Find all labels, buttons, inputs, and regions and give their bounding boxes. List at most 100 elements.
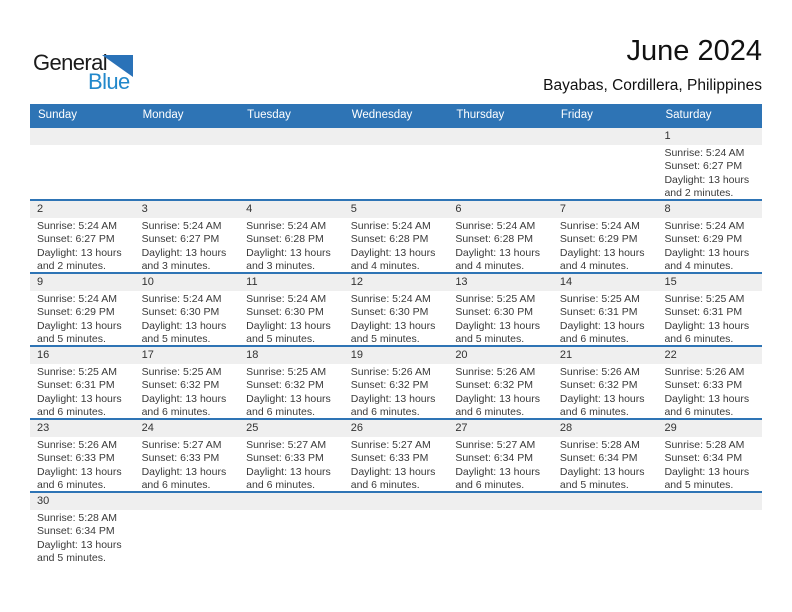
empty-cell	[344, 493, 449, 510]
sunset-text: Sunset: 6:32 PM	[350, 379, 429, 392]
date-number-band: 1	[30, 128, 762, 145]
daylight-text-cont: and 5 minutes.	[141, 333, 211, 345]
daylight-text: Daylight: 13 hours	[37, 465, 122, 478]
daylight-text: Daylight: 13 hours	[246, 319, 331, 332]
week-row: 9 10 11 12 13 14 15 Sunrise: 5:24 AM Sunset: 6:2…	[30, 272, 762, 345]
day-number: 23	[37, 422, 50, 434]
day-cell: Sunrise: 5:25 AM Sunset: 6:31 PM Daylight:…	[30, 364, 135, 418]
day-number: 15	[664, 276, 677, 288]
day-number: 8	[664, 203, 671, 215]
sunset-text: Sunset: 6:33 PM	[37, 452, 115, 465]
day-number: 11	[246, 276, 258, 288]
empty-cell	[135, 128, 240, 145]
day-cell: Sunrise: 5:25 AM Sunset: 6:31 PM Daylight:…	[657, 291, 762, 345]
daylight-text-cont: and 2 minutes.	[664, 187, 734, 199]
daylight-text: Daylight: 13 hours	[664, 392, 750, 405]
weekday-wednesday: Wednesday	[351, 109, 413, 121]
daylight-text-cont: and 6 minutes.	[455, 406, 525, 418]
daylight-text-cont: and 6 minutes.	[664, 406, 734, 418]
sunset-text: Sunset: 6:31 PM	[664, 306, 743, 319]
day-cell: Sunrise: 5:25 AM Sunset: 6:32 PM Daylight:…	[135, 364, 240, 418]
sunrise-text: Sunrise: 5:27 AM	[246, 439, 327, 451]
sunrise-text: Sunrise: 5:26 AM	[455, 366, 536, 378]
day-cell: Sunrise: 5:28 AM Sunset: 6:34 PM Daylight:…	[657, 437, 762, 491]
weekday-saturday: Saturday	[665, 109, 712, 121]
day-details-band: Sunrise: 5:24 AM Sunset: 6:27 PM Daylight:…	[30, 145, 762, 199]
sunset-text: Sunset: 6:31 PM	[37, 379, 115, 392]
sunrise-text: Sunrise: 5:24 AM	[350, 293, 431, 305]
daylight-text: Daylight: 13 hours	[664, 465, 750, 478]
daylight-text-cont: and 5 minutes.	[350, 333, 420, 345]
day-number: 5	[350, 203, 357, 215]
day-details-band: Sunrise: 5:24 AM Sunset: 6:27 PM Daylight:…	[30, 218, 762, 272]
day-cell: Sunrise: 5:24 AM Sunset: 6:28 PM Daylight:…	[239, 218, 344, 272]
day-cell: Sunrise: 5:26 AM Sunset: 6:32 PM Daylight:…	[344, 364, 449, 418]
sunset-text: Sunset: 6:27 PM	[37, 233, 115, 246]
sunrise-text: Sunrise: 5:25 AM	[37, 366, 117, 378]
day-cell: Sunrise: 5:24 AM Sunset: 6:30 PM Daylight:…	[344, 291, 449, 345]
day-number: 13	[455, 276, 468, 288]
daylight-text-cont: and 6 minutes.	[141, 406, 211, 418]
day-cell: Sunrise: 5:27 AM Sunset: 6:34 PM Daylight:…	[448, 437, 553, 491]
sunrise-text: Sunrise: 5:24 AM	[141, 220, 222, 232]
day-number: 1	[664, 130, 671, 142]
date-number-band: 2 3 4 5 6 7 8	[30, 201, 762, 218]
sunset-text: Sunset: 6:34 PM	[455, 452, 533, 465]
general-blue-logo: General Blue	[33, 50, 153, 98]
empty-cell	[239, 128, 344, 145]
daylight-text-cont: and 6 minutes.	[455, 479, 525, 491]
day-number: 26	[350, 422, 363, 434]
daylight-text: Daylight: 13 hours	[246, 392, 331, 405]
daylight-text: Daylight: 13 hours	[37, 392, 122, 405]
empty-cell	[344, 510, 449, 564]
week-row: 2 3 4 5 6 7 8 Sunrise: 5:24 AM Sunset: 6:27 PM Da…	[30, 199, 762, 272]
day-details-band: Sunrise: 5:25 AM Sunset: 6:31 PM Daylight:…	[30, 364, 762, 418]
daylight-text-cont: and 6 minutes.	[37, 479, 106, 491]
day-cell: Sunrise: 5:24 AM Sunset: 6:28 PM Daylight:…	[344, 218, 449, 272]
sunrise-text: Sunrise: 5:25 AM	[664, 293, 745, 305]
sunrise-text: Sunrise: 5:28 AM	[559, 439, 640, 451]
daylight-text: Daylight: 13 hours	[350, 392, 436, 405]
empty-cell	[344, 128, 449, 145]
sunset-text: Sunset: 6:34 PM	[559, 452, 638, 465]
week-row: 1 Sunrise: 5:24 AM Sunset: 6:27 PM Daylight…	[30, 126, 762, 199]
day-number: 7	[559, 203, 567, 215]
day-cell: Sunrise: 5:24 AM Sunset: 6:29 PM Daylight:…	[30, 291, 135, 345]
day-details-band: Sunrise: 5:26 AM Sunset: 6:33 PM Daylight:…	[30, 437, 762, 491]
day-number: 27	[455, 422, 468, 434]
daylight-text: Daylight: 13 hours	[664, 173, 750, 186]
sunrise-text: Sunrise: 5:24 AM	[141, 293, 222, 305]
sunrise-text: Sunrise: 5:24 AM	[455, 220, 536, 232]
empty-cell	[448, 510, 553, 564]
sunrise-text: Sunrise: 5:24 AM	[246, 220, 327, 232]
sunset-text: Sunset: 6:30 PM	[246, 306, 324, 319]
calendar-grid: 1 Sunrise: 5:24 AM Sunset: 6:27 PM Daylight…	[30, 126, 762, 564]
day-cell: Sunrise: 5:24 AM Sunset: 6:29 PM Daylight:…	[553, 218, 658, 272]
daylight-text-cont: and 4 minutes.	[455, 260, 525, 272]
sunset-text: Sunset: 6:30 PM	[455, 306, 533, 319]
day-number: 10	[141, 276, 154, 288]
sunset-text: Sunset: 6:32 PM	[141, 379, 220, 392]
sunrise-text: Sunrise: 5:25 AM	[455, 293, 536, 305]
sunrise-text: Sunrise: 5:26 AM	[350, 366, 431, 378]
empty-cell	[657, 493, 762, 510]
page-subtitle: Bayabas, Cordillera, Philippines	[543, 77, 762, 94]
empty-cell	[239, 493, 344, 510]
daylight-text: Daylight: 13 hours	[246, 246, 331, 259]
daylight-text: Daylight: 13 hours	[455, 246, 540, 259]
day-cell: Sunrise: 5:26 AM Sunset: 6:33 PM Daylight:…	[657, 364, 762, 418]
day-number: 2	[37, 203, 44, 215]
sunset-text: Sunset: 6:31 PM	[559, 306, 638, 319]
day-number: 9	[37, 276, 44, 288]
daylight-text: Daylight: 13 hours	[350, 319, 436, 332]
daylight-text: Daylight: 13 hours	[37, 319, 122, 332]
sunset-text: Sunset: 6:30 PM	[350, 306, 429, 319]
day-cell: Sunrise: 5:25 AM Sunset: 6:32 PM Daylight:…	[239, 364, 344, 418]
day-cell: Sunrise: 5:27 AM Sunset: 6:33 PM Daylight:…	[344, 437, 449, 491]
day-number: 3	[141, 203, 148, 215]
daylight-text-cont: and 6 minutes.	[141, 479, 211, 491]
day-number: 30	[37, 495, 50, 507]
sunset-text: Sunset: 6:29 PM	[664, 233, 743, 246]
sunrise-text: Sunrise: 5:24 AM	[246, 293, 327, 305]
